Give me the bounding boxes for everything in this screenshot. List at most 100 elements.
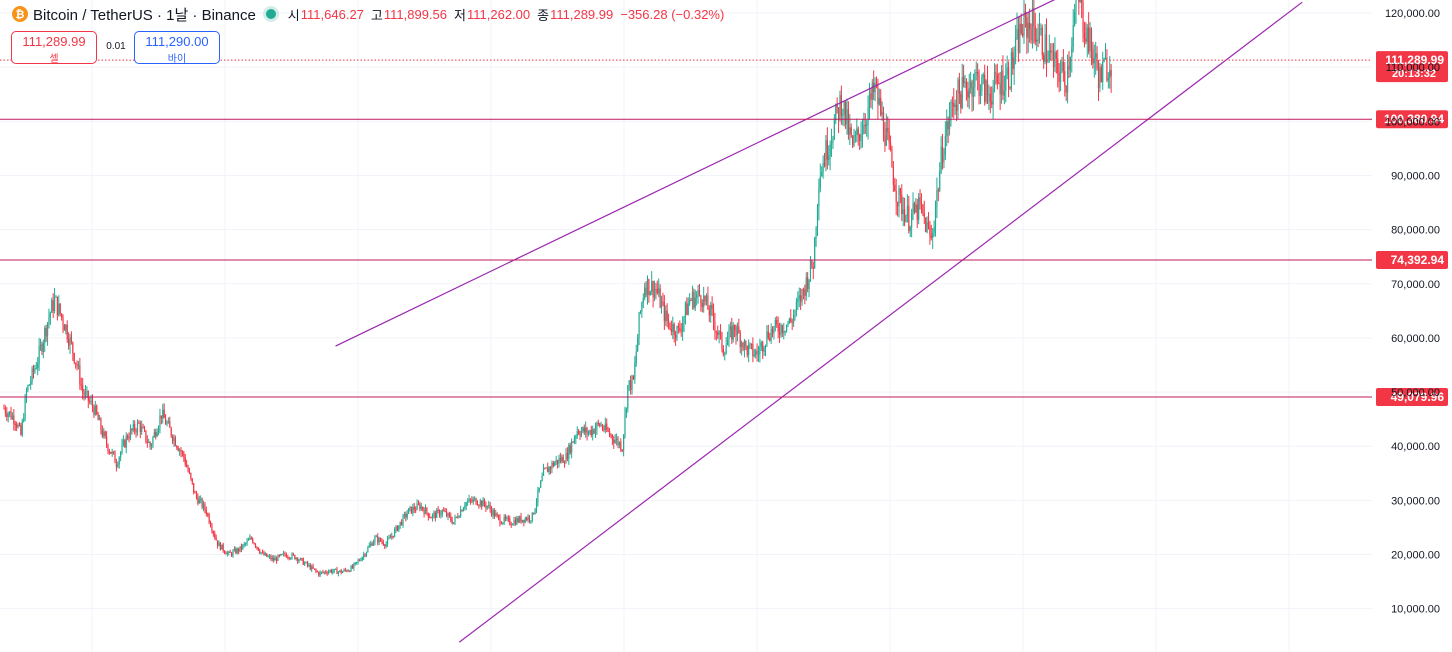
candle-body	[379, 538, 382, 542]
candle-body	[326, 572, 328, 574]
candle-body	[1061, 61, 1063, 72]
candle-body	[1104, 57, 1107, 59]
price-tick-label: 110,000.00	[1386, 62, 1440, 74]
candle-body	[613, 439, 615, 443]
candle-body	[534, 508, 536, 514]
candle-body	[17, 424, 19, 428]
candle-body	[844, 101, 847, 125]
candle-body	[304, 562, 306, 565]
candle-body	[318, 572, 320, 576]
candle-body	[788, 318, 790, 324]
ohlc-high-label: 고	[370, 7, 383, 23]
candle-body	[700, 295, 702, 304]
candle-body	[1089, 28, 1091, 52]
candle-body	[51, 300, 53, 313]
candle-body	[965, 81, 968, 92]
candle-body	[447, 513, 449, 517]
candle-body	[972, 87, 975, 97]
trend-channel[interactable]	[335, 0, 1303, 643]
candle-body	[623, 434, 625, 451]
candle-body	[712, 309, 715, 322]
price-axis[interactable]: 10,000.00 20,000.00 30,000.00 40,000.00 50,0…	[1385, 8, 1440, 616]
candle-body	[816, 206, 819, 228]
symbol-title[interactable]: Bitcoin / TetherUS · 1날 · Binance	[33, 6, 256, 24]
candle-body	[174, 437, 177, 446]
candle-body	[847, 109, 850, 135]
candle-body	[209, 522, 212, 527]
candle-body	[69, 336, 71, 346]
candle-body	[894, 184, 896, 192]
candle-body	[687, 303, 689, 315]
candle-body	[231, 552, 233, 556]
candle-body	[42, 343, 44, 352]
candle-body	[735, 330, 737, 336]
candle-body	[134, 423, 136, 431]
candle-body	[764, 344, 767, 349]
candle-body	[438, 510, 441, 516]
candle-body	[124, 440, 126, 448]
price-tick-label: 40,000.00	[1391, 441, 1440, 453]
candle-body	[1034, 26, 1036, 42]
candle-body	[1017, 29, 1020, 53]
candle-body	[898, 188, 900, 207]
candle-body	[167, 421, 169, 423]
candle-body	[1000, 70, 1003, 95]
candle-body	[770, 329, 772, 341]
candle-body	[1096, 53, 1098, 68]
candle-body	[1085, 38, 1087, 42]
candle-body	[384, 544, 386, 547]
candle-body	[718, 331, 720, 335]
candle-body	[1093, 58, 1095, 64]
level-price-label: 74,392.94	[1391, 253, 1445, 267]
candle-body	[533, 512, 535, 514]
candle-body	[346, 570, 348, 572]
candle-body	[423, 509, 425, 515]
sell-button[interactable]: 111,289.99 셀	[11, 31, 97, 65]
candle-body	[143, 427, 146, 431]
candle-body	[864, 124, 866, 126]
candle-body	[406, 513, 408, 518]
channel-upper-line[interactable]	[335, 0, 1061, 347]
candle-body	[704, 295, 706, 302]
candle-body	[582, 427, 584, 431]
candle-body	[476, 504, 479, 506]
candle-body	[378, 538, 380, 543]
buy-button[interactable]: 111,290.00 바이	[134, 31, 220, 65]
candle-body	[870, 93, 872, 100]
candle-body	[871, 82, 873, 100]
candle-body	[625, 408, 628, 414]
candle-body	[490, 509, 493, 515]
candle-body	[1015, 37, 1017, 58]
candle-body	[162, 409, 164, 419]
candle-body	[691, 292, 694, 301]
candle-body	[826, 140, 828, 160]
candle-body	[424, 507, 427, 515]
candle-body	[186, 464, 188, 467]
candle-body	[904, 209, 906, 223]
channel-lower-line[interactable]	[458, 1, 1303, 643]
candle-body	[502, 522, 504, 524]
candle-body	[462, 508, 465, 512]
candle-body	[77, 365, 80, 367]
candle-body	[455, 516, 458, 518]
candle-body	[665, 310, 667, 321]
candle-body	[347, 570, 349, 572]
candle-body	[922, 204, 924, 214]
candle-body	[319, 572, 321, 576]
candle-body	[927, 222, 930, 227]
candle-body	[714, 321, 716, 332]
candle-body	[801, 289, 803, 302]
candle-body	[368, 545, 370, 548]
candle-body	[843, 101, 845, 115]
candle-body	[576, 431, 578, 437]
candle-body	[1038, 29, 1041, 41]
candle-body	[784, 330, 786, 332]
candle-body	[58, 303, 60, 316]
candle-body	[308, 564, 310, 566]
candle-body	[774, 319, 776, 327]
horizontal-levels[interactable]: 100,380.94 74,392.94 49,079.96 111,289.9920…	[0, 51, 1448, 407]
price-tick-label: 70,000.00	[1391, 279, 1440, 291]
candle-body	[701, 303, 703, 307]
candle-body	[306, 562, 309, 566]
